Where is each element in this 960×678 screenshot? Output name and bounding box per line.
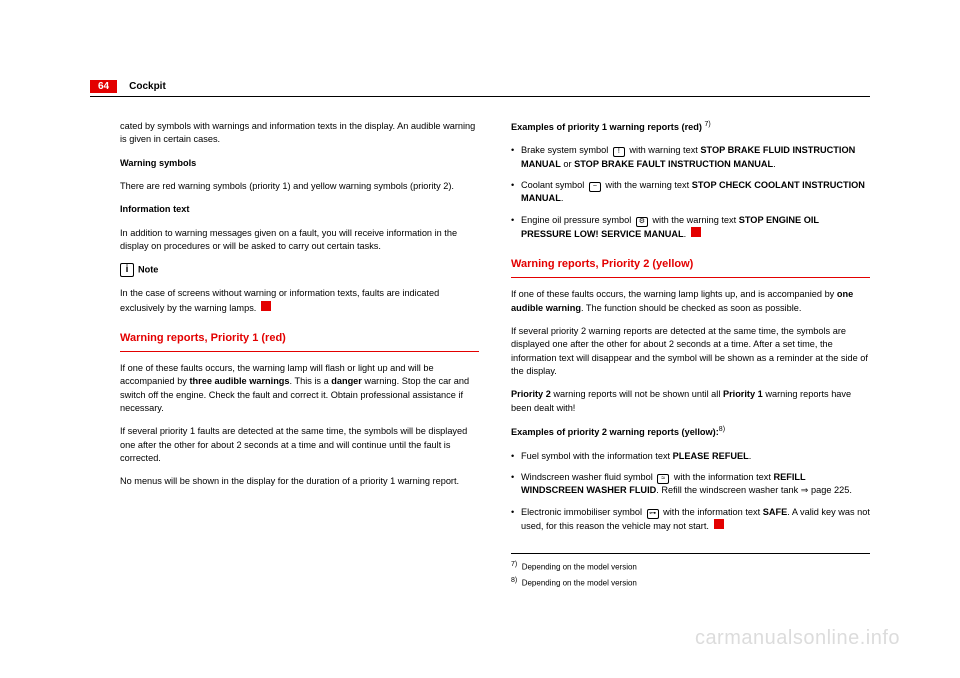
list-text: Fuel symbol with the information text PL…	[521, 450, 751, 463]
text-span: with the information text	[671, 472, 773, 482]
text-span: .	[561, 193, 564, 203]
examples-p1-heading: Examples of priority 1 warning reports (…	[511, 120, 870, 134]
note-heading: i Note	[120, 263, 479, 277]
body-text: In the case of screens without warning o…	[120, 287, 479, 315]
list-text: Coolant symbol ~ with the warning text S…	[521, 179, 870, 206]
text-span: Brake system symbol	[521, 145, 611, 155]
examples-p2-heading: Examples of priority 2 warning reports (…	[511, 425, 870, 439]
text-span: .	[749, 451, 752, 461]
text-span: Electronic immobiliser symbol	[521, 507, 645, 517]
list-item: • Coolant symbol ~ with the warning text…	[511, 179, 870, 206]
list-item: • Engine oil pressure symbol ⚙ with the …	[511, 214, 870, 242]
body-text: If one of these faults occurs, the warni…	[120, 362, 479, 415]
bullet-icon: •	[511, 506, 521, 534]
text-span: Priority 1	[723, 389, 763, 399]
header-rule	[90, 96, 870, 97]
subhead-information-text: Information text	[120, 203, 479, 216]
text-span: Engine oil pressure symbol	[521, 215, 634, 225]
text-span: SAFE	[763, 507, 788, 517]
text-span: PLEASE REFUEL	[673, 451, 749, 461]
body-text: cated by symbols with warnings and infor…	[120, 120, 479, 147]
page: 64 Cockpit cated by symbols with warning…	[0, 0, 960, 678]
end-block-icon	[691, 227, 701, 237]
heading-priority-1: Warning reports, Priority 1 (red)	[120, 331, 479, 347]
footnote-ref: 8)	[719, 426, 725, 433]
text-span: If one of these faults occurs, the warni…	[511, 289, 837, 299]
text-span: with the warning text	[603, 180, 692, 190]
end-block-icon	[714, 519, 724, 529]
footnote-7: 7) Depending on the model version	[511, 560, 870, 573]
text-span: . The function should be checked as soon…	[581, 303, 801, 313]
text-span: STOP BRAKE FAULT INSTRUCTION MANUAL	[574, 159, 773, 169]
watermark: carmanualsonline.info	[695, 627, 900, 650]
text-span: Examples of priority 1 warning reports (…	[511, 122, 702, 132]
list-text: Electronic immobiliser symbol ⊶ with the…	[521, 506, 870, 534]
body-text: If several priority 1 faults are detecte…	[120, 425, 479, 465]
subhead-warning-symbols: Warning symbols	[120, 157, 479, 170]
content-columns: cated by symbols with warnings and infor…	[120, 120, 870, 591]
list-item: • Windscreen washer fluid symbol ≈ with …	[511, 471, 870, 498]
list-item: • Brake system symbol ! with warning tex…	[511, 144, 870, 171]
text-span: with warning text	[627, 145, 701, 155]
text-span: . Refill the windscreen washer tank ⇒ pa…	[656, 485, 852, 495]
body-text: There are red warning symbols (priority …	[120, 180, 479, 193]
body-text: In addition to warning messages given on…	[120, 227, 479, 254]
bullet-icon: •	[511, 214, 521, 242]
footnote-ref: 7)	[705, 121, 711, 128]
text-span: Windscreen washer fluid symbol	[521, 472, 655, 482]
right-column: Examples of priority 1 warning reports (…	[511, 120, 870, 591]
text-span: Coolant symbol	[521, 180, 587, 190]
list-text: Brake system symbol ! with warning text …	[521, 144, 870, 171]
list-item: • Electronic immobiliser symbol ⊶ with t…	[511, 506, 870, 534]
text-span: danger	[331, 376, 362, 386]
section-title: Cockpit	[129, 81, 166, 92]
bullet-icon: •	[511, 450, 521, 463]
text-span: Examples of priority 2 warning reports (…	[511, 427, 719, 437]
bullet-icon: •	[511, 179, 521, 206]
coolant-icon: ~	[589, 182, 601, 192]
body-text: No menus will be shown in the display fo…	[120, 475, 479, 488]
red-rule	[120, 351, 479, 352]
text-span: Depending on the model version	[522, 563, 637, 572]
text-span: . This is a	[290, 376, 332, 386]
text-span: Priority 2	[511, 389, 551, 399]
body-text: Priority 2 warning reports will not be s…	[511, 388, 870, 415]
body-text: If several priority 2 warning reports ar…	[511, 325, 870, 378]
list-text: Engine oil pressure symbol ⚙ with the wa…	[521, 214, 870, 242]
end-block-icon	[261, 301, 271, 311]
red-rule	[511, 277, 870, 278]
footnote-8: 8) Depending on the model version	[511, 576, 870, 589]
text-span: Fuel symbol with the information text	[521, 451, 673, 461]
page-number: 64	[90, 80, 117, 93]
text-span: three audible warnings	[189, 376, 289, 386]
list-text: Windscreen washer fluid symbol ≈ with th…	[521, 471, 870, 498]
text-span: with the warning text	[650, 215, 739, 225]
text-span: warning reports will not be shown until …	[551, 389, 723, 399]
text-span: with the information text	[661, 507, 763, 517]
bullet-icon: •	[511, 144, 521, 171]
immobiliser-icon: ⊶	[647, 509, 659, 519]
washer-fluid-icon: ≈	[657, 474, 669, 484]
footnotes: 7) Depending on the model version 8) Dep…	[511, 553, 870, 589]
heading-priority-2: Warning reports, Priority 2 (yellow)	[511, 257, 870, 273]
header-bar: 64 Cockpit	[90, 80, 166, 93]
note-body: In the case of screens without warning o…	[120, 288, 439, 312]
list-item: • Fuel symbol with the information text …	[511, 450, 870, 463]
text-span: or	[561, 159, 574, 169]
text-span: .	[773, 159, 776, 169]
info-icon: i	[120, 263, 134, 277]
note-label: Note	[138, 265, 158, 275]
text-span: Depending on the model version	[522, 578, 637, 587]
text-span: .	[684, 229, 687, 239]
left-column: cated by symbols with warnings and infor…	[120, 120, 479, 591]
brake-icon: !	[613, 147, 625, 157]
bullet-icon: •	[511, 471, 521, 498]
oil-icon: ⚙	[636, 217, 648, 227]
body-text: If one of these faults occurs, the warni…	[511, 288, 870, 315]
